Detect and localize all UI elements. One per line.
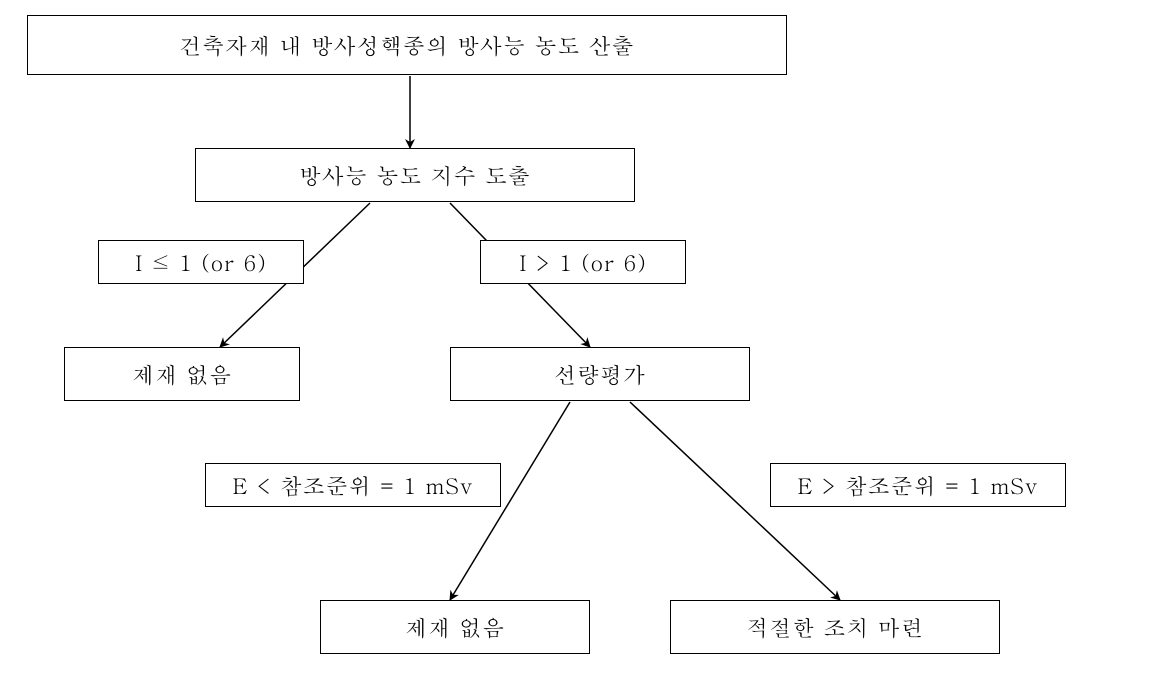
condition-e-gt-ref: E > 참조준위 = 1 mSv	[770, 463, 1066, 507]
condition-text: E > 참조준위 = 1 mSv	[798, 470, 1039, 501]
node-label: 적절한 조치 마련	[746, 612, 924, 643]
node-dose-assessment: 선량평가	[450, 347, 750, 401]
condition-text: I > 1 (or 6)	[519, 247, 647, 278]
condition-i-leq-1: I ≤ 1 (or 6)	[98, 240, 304, 284]
node-label: 제재 없음	[405, 612, 505, 643]
condition-text: I ≤ 1 (or 6)	[135, 247, 267, 278]
node-no-restriction-2: 제재 없음	[320, 600, 590, 654]
node-calc-concentration: 건축자재 내 방사성핵종의 방사능 농도 산출	[27, 15, 787, 75]
node-derive-index: 방사능 농도 지수 도출	[195, 148, 635, 202]
node-no-restriction-1: 제재 없음	[64, 347, 300, 401]
condition-e-lt-ref: E < 참조준위 = 1 mSv	[205, 463, 501, 507]
node-label: 방사능 농도 지수 도출	[299, 160, 531, 191]
node-label: 제재 없음	[132, 359, 232, 390]
node-label: 건축자재 내 방사성핵종의 방사능 농도 산출	[179, 30, 635, 61]
node-take-action: 적절한 조치 마련	[670, 600, 1000, 654]
node-label: 선량평가	[554, 359, 646, 390]
condition-text: E < 참조준위 = 1 mSv	[233, 470, 474, 501]
condition-i-gt-1: I > 1 (or 6)	[480, 240, 686, 284]
